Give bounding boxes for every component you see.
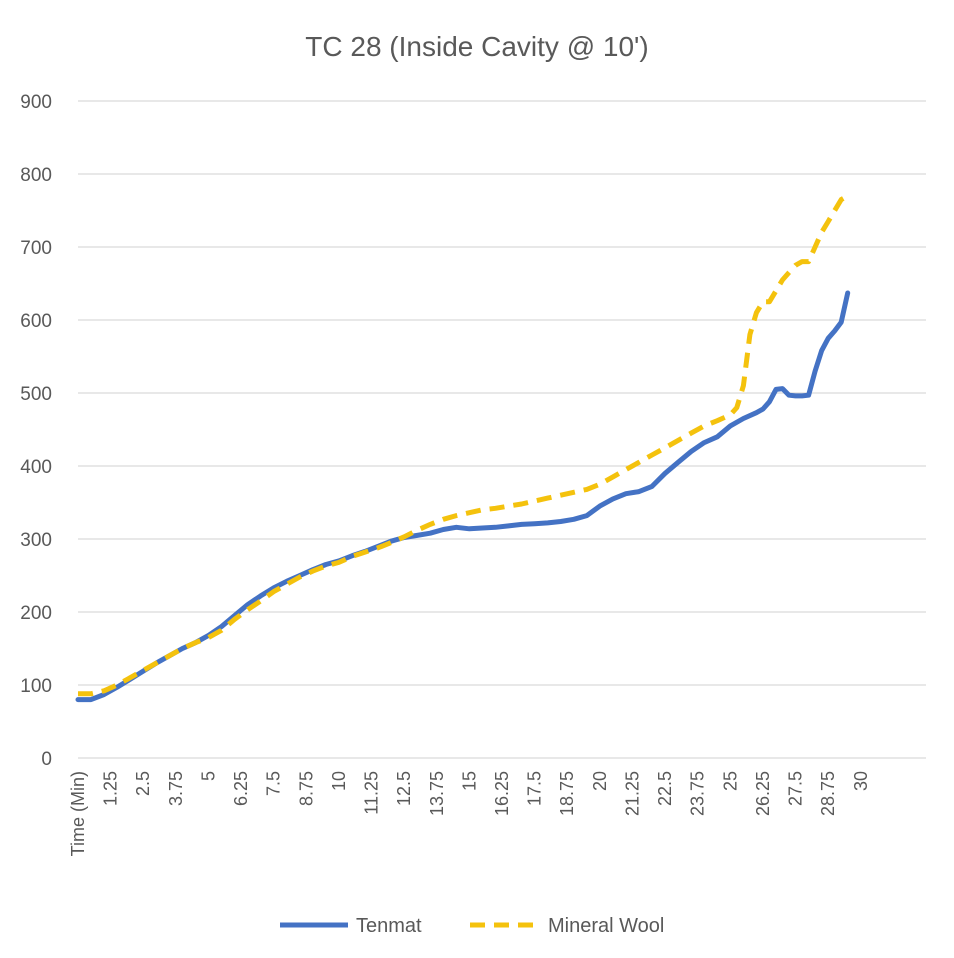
x-tick-label: 10: [329, 771, 349, 791]
x-tick-label: 27.5: [786, 771, 806, 806]
x-tick-label: 5: [198, 771, 218, 781]
legend: Tenmat Mineral Wool: [280, 915, 664, 937]
x-tick-label: 28.75: [818, 771, 838, 816]
series-line-mineral-wool: [78, 193, 849, 697]
x-tick-label: 30: [851, 771, 871, 791]
x-tick-label: 15: [459, 771, 479, 791]
y-tick-label: 100: [20, 676, 52, 697]
y-tick-label: 400: [20, 457, 52, 478]
legend-label: Tenmat: [356, 915, 422, 937]
x-tick-label: 7.5: [264, 771, 284, 796]
x-tick-label: 18.75: [557, 771, 577, 816]
y-tick-label: 600: [20, 311, 52, 332]
series-line-tenmat: [75, 290, 851, 703]
x-tick-label: 17.5: [525, 771, 545, 806]
series-lines: [75, 193, 851, 703]
y-tick-label: 500: [20, 384, 52, 405]
x-tick-label: 11.25: [362, 771, 382, 815]
y-axis-tick-labels: 0 100 200 300 400 500 600 700 800 900: [20, 92, 52, 770]
x-tick-label: 16.25: [492, 771, 512, 816]
x-axis-tick-labels: Time (Min) 1.25 2.5 3.75 5 6.25 7.5 8.75 10 11.25…: [68, 771, 871, 856]
x-tick-label: 1.25: [101, 771, 121, 806]
x-tick-label: 12.5: [394, 771, 414, 806]
x-tick-label: 26.25: [753, 771, 773, 816]
y-tick-label: 0: [41, 749, 52, 770]
y-tick-label: 800: [20, 165, 52, 186]
x-tick-label: 3.75: [166, 771, 186, 806]
x-tick-label: 20: [590, 771, 610, 791]
legend-label: Mineral Wool: [548, 915, 664, 937]
x-tick-label: Time (Min): [68, 771, 88, 856]
x-tick-label: 21.25: [622, 771, 642, 816]
x-tick-label: 23.75: [688, 771, 708, 816]
y-tick-label: 200: [20, 603, 52, 624]
x-tick-label: 25: [720, 771, 740, 791]
x-tick-label: 6.25: [231, 771, 251, 806]
y-tick-label: 300: [20, 530, 52, 551]
x-tick-label: 2.5: [133, 771, 153, 796]
y-tick-label: 700: [20, 238, 52, 259]
y-tick-label: 900: [20, 92, 52, 113]
x-tick-label: 22.5: [655, 771, 675, 806]
x-tick-label: 13.75: [427, 771, 447, 816]
gridlines: [78, 100, 926, 759]
x-tick-label: 8.75: [296, 771, 316, 806]
chart-title: TC 28 (Inside Cavity @ 10'): [305, 31, 648, 62]
